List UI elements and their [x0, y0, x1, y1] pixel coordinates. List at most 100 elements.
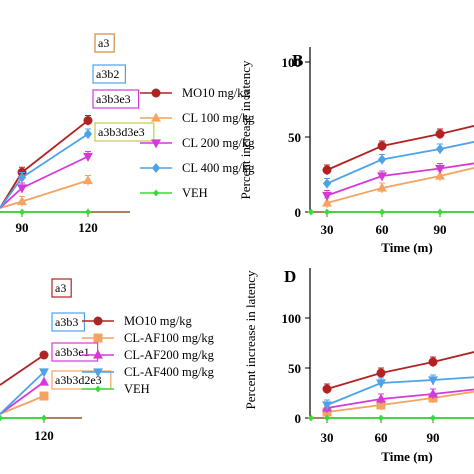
legend-bottom-label: CL-AF100 mg/kg	[124, 331, 215, 345]
annotation-label-C: a3b3	[55, 315, 78, 329]
x-tick-label-C: 120	[34, 428, 54, 443]
series-line-B-0	[326, 125, 474, 171]
data-point-B-3	[435, 144, 445, 154]
x-tick-label-A: 120	[78, 220, 98, 235]
data-point-B-0	[435, 129, 445, 139]
data-point-A-0	[83, 116, 93, 125]
data-point-A-3	[83, 129, 93, 139]
legend-bottom-swatch-marker	[93, 368, 103, 378]
series-line-D-0	[326, 351, 474, 390]
series-line-B-2	[326, 162, 474, 197]
data-point-D-3	[376, 379, 386, 389]
legend-top-label: MO10 mg/kg	[182, 86, 250, 100]
data-point-D-0	[428, 357, 438, 367]
legend-bottom-label: CL-AF200 mg/kg	[124, 348, 215, 362]
annotation-label-C: a3	[55, 281, 66, 295]
series-line-C-2	[0, 381, 45, 415]
data-point-C-2	[39, 376, 49, 386]
annotation-box-C	[51, 312, 86, 332]
series-line-D-3	[326, 376, 474, 406]
legend-bottom-swatch-marker	[93, 333, 103, 343]
data-point-B-3	[377, 154, 387, 165]
data-point-D-1	[376, 400, 386, 410]
data-point-D-3	[428, 376, 438, 386]
data-point-D-0	[322, 384, 332, 394]
data-point-A-1	[17, 196, 27, 206]
data-point-C-0	[39, 350, 49, 360]
data-point-B-4	[437, 208, 443, 216]
series-line-A-2	[0, 155, 89, 209]
data-point-A-2	[83, 152, 93, 162]
data-point-A-2	[17, 184, 27, 194]
annotation-label-A: a3b3d3e3	[98, 125, 145, 139]
data-point-C-1	[39, 391, 49, 401]
legend-top-label: VEH	[182, 186, 208, 200]
annotation-label-C: a3b3d2e3	[55, 373, 102, 387]
y-axis-label-B: Percent increase in latency	[238, 60, 253, 199]
data-point-B-2	[435, 164, 445, 174]
x-tick-label-B: 30	[321, 222, 334, 237]
data-point-B-3	[322, 178, 332, 189]
data-point-B-2	[377, 172, 387, 182]
annotation-box-A	[92, 89, 140, 109]
data-point-D-4	[430, 414, 436, 422]
legend-top-label: CL 100 mg/kg	[182, 111, 255, 125]
x-tick-label-B: 90	[434, 222, 447, 237]
legend-bottom-swatch-marker	[95, 385, 101, 393]
annotation-box-C	[51, 370, 112, 390]
y-tick-label-B: 100	[282, 55, 302, 70]
legend-top-swatch-marker	[151, 163, 161, 173]
data-point-B-1	[435, 170, 445, 180]
y-tick-label-D: 0	[295, 411, 302, 426]
legend-top-label: CL 200 mg/kg	[182, 136, 255, 150]
x-axis-label-B: Time (m)	[381, 240, 432, 255]
y-tick-label-B: 50	[288, 130, 301, 145]
x-axis-label-D: Time (m)	[381, 449, 432, 464]
x-tick-label-D: 60	[375, 430, 388, 445]
data-point-A-4	[19, 208, 25, 216]
data-point-C-3	[39, 368, 49, 378]
annotation-box-A	[92, 64, 127, 84]
annotation-box-C	[51, 278, 72, 298]
series-line-D-1	[326, 390, 474, 413]
y-axis-label-D: Percent increase in latency	[243, 270, 258, 409]
data-point-B-0	[377, 141, 387, 151]
data-point-A-4	[85, 208, 91, 216]
legend-top-swatch-marker	[153, 189, 159, 197]
series-line-C-3	[0, 371, 45, 415]
legend-bottom-label: MO10 mg/kg	[124, 314, 192, 328]
panel-letter-B: B	[292, 51, 303, 70]
data-point-D-4	[378, 414, 384, 422]
data-point-D-0	[376, 368, 386, 378]
data-point-D-3	[322, 401, 332, 411]
x-tick-label-D: 90	[427, 430, 440, 445]
data-point-C-veh-left	[0, 414, 3, 422]
legend-top-swatch-marker	[151, 112, 161, 122]
data-point-veh-origin	[308, 414, 314, 422]
x-tick-label-B: 60	[376, 222, 389, 237]
series-line-D-2	[326, 388, 474, 409]
data-point-A-1	[83, 175, 93, 185]
annotation-label-A: a3b3e3	[96, 92, 131, 106]
data-point-B-1	[322, 197, 332, 207]
y-tick-label-B: 0	[295, 205, 302, 220]
data-point-veh-origin	[308, 208, 314, 216]
series-line-A-1	[0, 179, 89, 209]
y-tick-label-D: 50	[288, 361, 301, 376]
series-line-B-3	[326, 141, 474, 185]
series-line-C-1	[0, 395, 45, 415]
annotation-box-A	[94, 33, 115, 53]
annotation-label-A: a3	[98, 36, 109, 50]
panel-letter-D: D	[284, 267, 296, 286]
data-point-D-4	[324, 414, 330, 422]
legend-bottom-swatch-marker	[93, 349, 103, 359]
series-line-C-0	[0, 354, 45, 386]
legend-top-label: CL 400 mg/kg	[182, 161, 255, 175]
data-point-B-4	[379, 208, 385, 216]
data-point-A-3	[17, 172, 27, 183]
data-point-B-2	[322, 191, 332, 201]
legend-top-swatch-marker	[151, 88, 161, 98]
legend-top-swatch-marker	[151, 139, 161, 149]
data-point-D-2	[428, 388, 438, 398]
